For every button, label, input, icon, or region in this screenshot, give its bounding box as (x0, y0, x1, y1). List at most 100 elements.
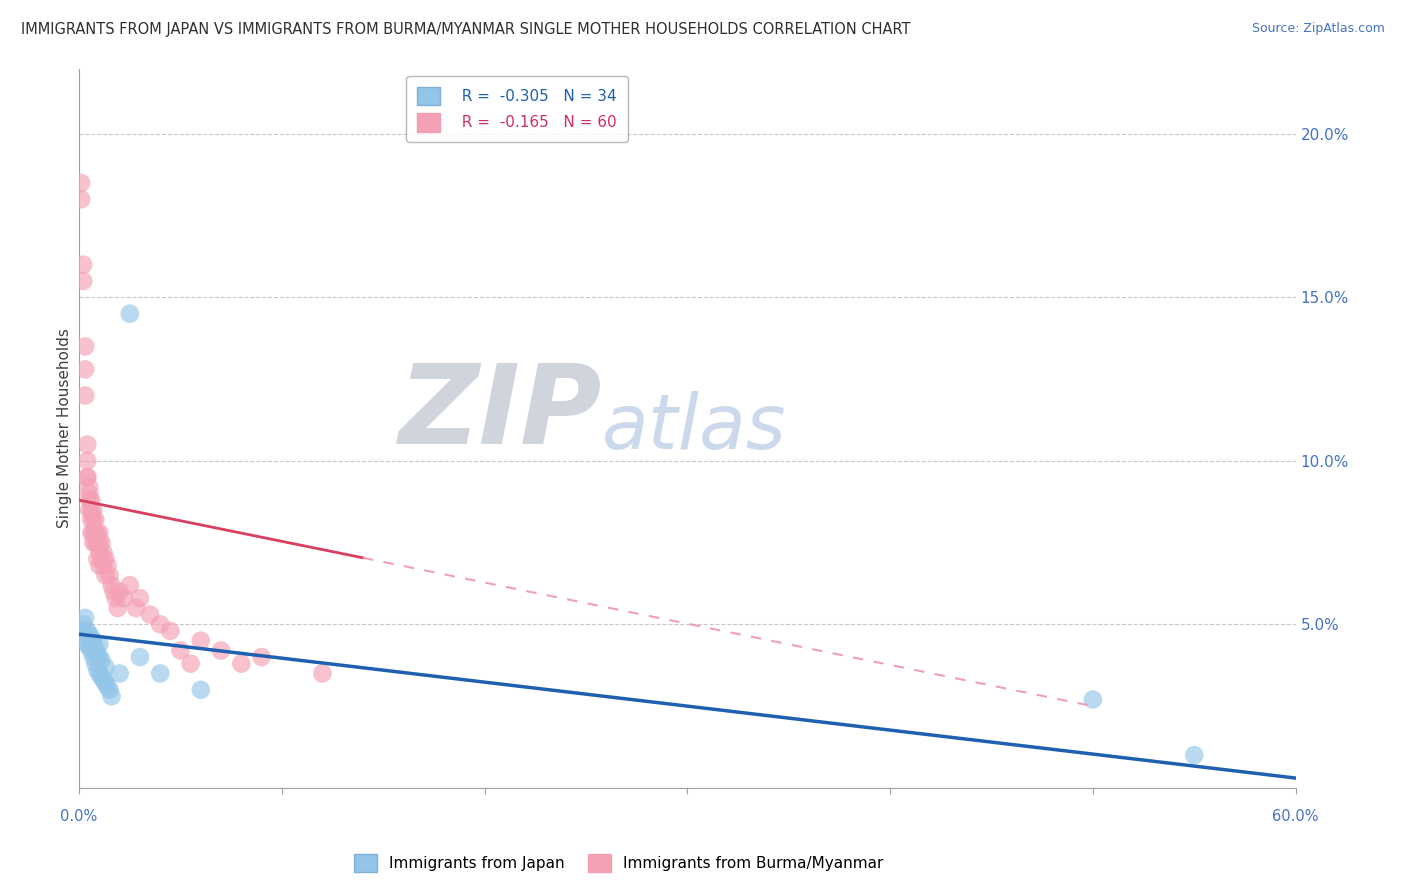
Point (250, 650, 273, 665)
Point (129, 650, 152, 665)
Point (75, 339, 97, 353)
Point (76, 454, 98, 468)
Text: ZIP: ZIP (399, 360, 602, 467)
Point (84, 535, 107, 549)
Point (231, 657, 253, 671)
Point (86, 552, 108, 566)
Point (77, 503, 100, 517)
Point (107, 601, 129, 615)
Text: Source: ZipAtlas.com: Source: ZipAtlas.com (1251, 22, 1385, 36)
Point (100, 690, 122, 704)
Point (77, 640, 100, 655)
Point (89, 535, 111, 549)
Point (89, 637, 111, 651)
Point (76, 637, 98, 651)
Point (112, 591, 135, 606)
Point (90, 552, 112, 566)
Point (80, 513, 103, 527)
Point (80, 525, 103, 540)
Point (125, 601, 148, 615)
Point (93, 673, 115, 687)
Point (129, 591, 152, 606)
Point (84, 657, 107, 671)
Point (159, 624, 181, 638)
Point (190, 633, 212, 648)
Point (98, 568, 121, 582)
Point (104, 591, 127, 606)
Point (190, 682, 212, 697)
Point (75, 362, 97, 376)
Point (90, 535, 112, 549)
Point (80, 503, 103, 517)
Point (77, 493, 100, 508)
Point (80, 643, 103, 657)
Point (82, 535, 104, 549)
Y-axis label: Single Mother Households: Single Mother Households (58, 328, 72, 528)
Point (93, 545, 115, 559)
Point (70, 192, 93, 206)
Point (89, 545, 111, 559)
Point (72, 274, 94, 288)
Point (82, 503, 104, 517)
Point (311, 666, 333, 681)
Point (72, 617, 94, 632)
Point (75, 611, 97, 625)
Point (75, 388, 97, 402)
Point (70, 624, 93, 638)
Point (82, 525, 104, 540)
Point (149, 666, 172, 681)
Point (89, 525, 111, 540)
Point (82, 650, 104, 665)
Point (84, 513, 107, 527)
Point (76, 437, 98, 451)
Point (96, 680, 118, 694)
Point (118, 578, 141, 592)
Point (76, 470, 98, 484)
Text: 60.0%: 60.0% (1272, 809, 1319, 824)
Point (72, 258, 94, 272)
Point (100, 578, 122, 592)
Point (139, 607, 162, 622)
Point (94, 660, 117, 674)
Point (180, 657, 202, 671)
Point (89, 558, 111, 573)
Point (84, 525, 107, 540)
Point (90, 653, 112, 667)
Point (80, 493, 103, 508)
Point (209, 643, 232, 657)
Point (70, 176, 93, 190)
Legend: Immigrants from Japan, Immigrants from Burma/Myanmar: Immigrants from Japan, Immigrants from B… (346, 846, 891, 880)
Point (77, 627, 100, 641)
Point (149, 617, 172, 632)
Point (80, 631, 103, 645)
Point (84, 640, 107, 655)
Point (82, 513, 104, 527)
Point (77, 486, 100, 500)
Point (76, 624, 98, 638)
Point (103, 584, 125, 599)
Point (77, 480, 100, 494)
Point (86, 663, 108, 677)
Point (94, 676, 117, 690)
Point (82, 633, 104, 648)
Point (86, 525, 108, 540)
Point (86, 647, 108, 661)
Point (90, 670, 112, 684)
Point (118, 307, 141, 321)
Legend:   R =  -0.305   N = 34,   R =  -0.165   N = 60: R = -0.305 N = 34, R = -0.165 N = 60 (406, 76, 627, 143)
Point (89, 650, 111, 665)
Point (96, 558, 118, 573)
Point (76, 470, 98, 484)
Point (1182, 748, 1205, 763)
Text: 0.0%: 0.0% (60, 809, 98, 824)
Point (169, 643, 191, 657)
Point (108, 584, 131, 599)
Point (108, 666, 131, 681)
Point (86, 535, 108, 549)
Point (98, 682, 121, 697)
Text: IMMIGRANTS FROM JAPAN VS IMMIGRANTS FROM BURMA/MYANMAR SINGLE MOTHER HOUSEHOLDS : IMMIGRANTS FROM JAPAN VS IMMIGRANTS FROM… (21, 22, 911, 37)
Point (1081, 692, 1104, 706)
Point (75, 631, 97, 645)
Text: atlas: atlas (602, 392, 787, 466)
Point (94, 552, 117, 566)
